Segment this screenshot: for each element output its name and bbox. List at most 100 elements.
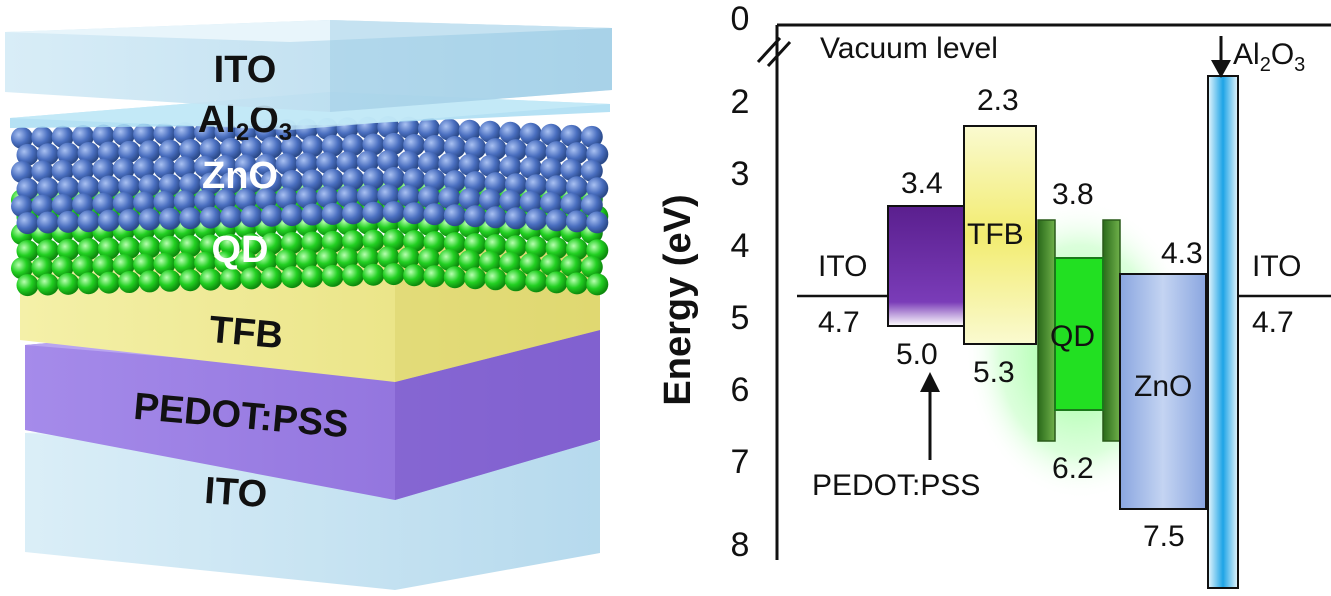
quantum-dot-particle	[423, 265, 446, 288]
zno-particle	[31, 194, 54, 217]
quantum-dot-particle	[11, 257, 33, 280]
quantum-dot-particle	[158, 235, 181, 258]
quantum-dot-particle	[77, 272, 100, 295]
quantum-dot-particle	[443, 266, 466, 289]
zno-particle	[11, 195, 33, 218]
zno-particle	[418, 117, 440, 140]
zno-top-value: 4.3	[1161, 237, 1203, 270]
quantum-dot-particle	[51, 255, 74, 278]
quantum-dot-particle	[565, 272, 588, 295]
zno-particle	[464, 137, 487, 160]
quantum-dot-particle	[464, 233, 487, 256]
quantum-dot-particle	[301, 265, 324, 288]
quantum-dot-particle	[72, 255, 95, 278]
zno-particle	[565, 142, 588, 165]
zno-particle	[586, 211, 609, 234]
quantum-dot-particle	[158, 269, 181, 292]
quantum-dot-particle	[179, 269, 202, 292]
zno-particle	[377, 150, 400, 173]
tfb-bottom-value: 5.3	[973, 356, 1015, 389]
zno-particle	[295, 152, 318, 175]
zno-particle	[519, 156, 542, 179]
zno-particle	[153, 190, 176, 213]
zno-particle	[423, 135, 446, 158]
zno-particle	[438, 186, 461, 209]
zno-bottom-value: 7.5	[1143, 520, 1185, 553]
zno-particle	[11, 161, 33, 184]
zno-particle	[133, 157, 156, 180]
zno-particle	[316, 151, 339, 174]
quantum-dot-particle	[118, 236, 141, 259]
zno-particle	[255, 153, 278, 176]
zno-particle	[57, 210, 80, 233]
zno-particle	[540, 192, 563, 215]
zno-particle	[484, 138, 507, 161]
ito-left-workfunction: 4.7	[818, 306, 860, 339]
tick-label: 5	[731, 299, 750, 337]
zno-particle	[36, 143, 59, 166]
zno-particle	[356, 150, 379, 173]
quantum-dot-particle	[458, 249, 481, 272]
zno-particle	[112, 192, 135, 215]
pedot-band	[887, 205, 965, 327]
quantum-dot-particle	[57, 272, 80, 295]
zno-particle	[336, 185, 359, 208]
zno-particle	[112, 158, 135, 181]
quantum-dot-particle	[97, 237, 120, 260]
zno-particle	[560, 124, 583, 147]
stack-label-ito-bottom: ITO	[203, 470, 268, 516]
energy-band-diagram: 0 2 3 4 5 6 7 8 Energy (eV) Vacuum level…	[657, 0, 1331, 589]
zno-particle	[194, 121, 217, 144]
zno-particle	[321, 202, 344, 225]
zno-particle	[77, 176, 100, 199]
pedot-top-value: 3.4	[901, 167, 943, 200]
zno-particle	[158, 207, 181, 230]
quantum-dot-particle	[540, 254, 563, 277]
zno-particle	[342, 202, 365, 225]
qd-band	[1037, 219, 1121, 442]
quantum-dot-particle	[138, 236, 161, 259]
zno-particle	[179, 139, 202, 162]
zno-particle	[504, 173, 527, 196]
tick-label: 4	[731, 227, 750, 265]
quantum-dot-particle	[586, 239, 609, 262]
quantum-dot-particle	[240, 233, 263, 256]
arrow-up-icon	[920, 372, 940, 392]
quantum-dot-particle	[57, 238, 80, 261]
zno-particle	[51, 159, 74, 182]
zno-particle	[565, 210, 588, 233]
zno-particle	[214, 189, 237, 212]
zno-particle	[499, 189, 522, 212]
zno-particle	[443, 170, 466, 193]
quantum-dot-particle	[504, 235, 527, 258]
quantum-dot-particle	[92, 254, 115, 277]
zno-particle	[499, 121, 522, 144]
zno-particle	[72, 193, 95, 216]
quantum-dot-particle	[220, 267, 242, 290]
zno-particle	[519, 122, 542, 145]
zno-particle	[580, 125, 603, 148]
zno-particle	[438, 152, 461, 175]
zno-particle	[173, 156, 196, 179]
axis-break-icon	[756, 36, 792, 68]
zno-particle	[418, 185, 440, 208]
zno-particle	[560, 193, 583, 216]
quantum-dot-particle	[499, 251, 522, 274]
quantum-dot-particle	[484, 234, 507, 257]
quantum-dot-particle	[301, 231, 324, 254]
zno-particle	[77, 142, 100, 165]
zno-particle	[565, 176, 588, 199]
zno-particle	[580, 159, 603, 182]
quantum-dot-particle	[173, 252, 196, 275]
zno-particle	[220, 171, 242, 194]
vacuum-level-label: Vacuum level	[820, 32, 998, 65]
zno-particle	[36, 177, 59, 200]
zno-particle	[199, 138, 222, 161]
quantum-dot-particle	[16, 274, 39, 297]
zno-particle	[97, 209, 120, 232]
zno-particle	[16, 212, 39, 235]
zno-particle	[57, 176, 80, 199]
zno-particle	[153, 122, 176, 145]
quantum-dot-particle	[16, 239, 39, 262]
quantum-dot-particle	[479, 250, 502, 273]
